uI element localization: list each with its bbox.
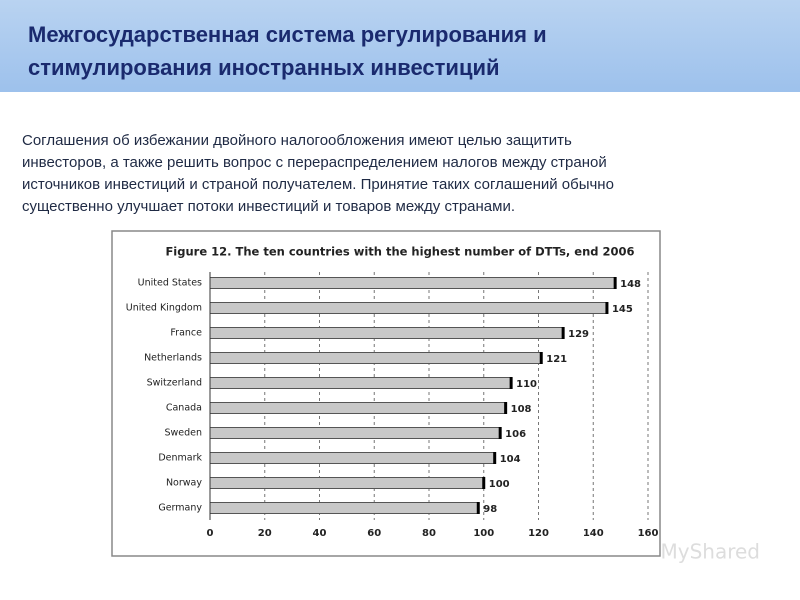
bar [209,277,616,289]
bar [209,452,496,464]
value-label: 121 [546,354,567,365]
value-label: 145 [612,304,633,315]
text-line: Соглашения об избежании двойного налогоо… [22,132,572,149]
paragraph: Соглашения об избежании двойного налогоо… [22,130,614,218]
value-label: 108 [511,404,532,415]
watermark: MyShared [660,540,760,564]
x-tick-label: 120 [528,528,549,539]
x-tick-label: 0 [207,528,214,539]
y-tick-label: Germany [158,503,202,514]
chart-title: Figure 12. The ten countries with the hi… [165,245,634,259]
y-tick-label: Netherlands [144,353,202,364]
value-label: 106 [505,429,526,440]
value-label: 100 [489,479,510,490]
slide-title: Межгосударственная система регулирования… [28,18,547,84]
bar [209,327,564,339]
y-tick-label: France [170,328,202,339]
header-band [0,0,800,92]
bar [209,352,542,364]
value-label: 104 [500,454,521,465]
bar [209,477,485,489]
value-label: 110 [516,379,537,390]
x-tick-label: 100 [473,528,494,539]
y-tick-label: Canada [166,403,202,414]
title-line: стимулирования иностранных инвестиций [28,55,500,80]
x-tick-label: 160 [638,528,659,539]
text-line: инвесторов, а также решить вопрос с пере… [22,154,607,171]
x-tick-label: 140 [583,528,604,539]
title-line: Межгосударственная система регулирования… [28,22,547,47]
value-label: 98 [483,504,497,515]
text-line: источников инвестиций и страной получате… [22,176,614,193]
y-tick-label: United Kingdom [126,303,202,314]
bar [209,302,608,314]
y-tick-label: Sweden [164,428,202,439]
y-tick-label: Denmark [158,453,202,464]
value-label: 129 [568,329,589,340]
bar [209,427,501,439]
y-tick-label: United States [138,278,202,289]
text-line: существенно улучшает потоки инвестиций и… [22,198,515,215]
x-tick-label: 60 [367,528,381,539]
value-label: 148 [620,279,641,290]
x-tick-label: 80 [422,528,436,539]
y-tick-label: Switzerland [147,378,202,389]
x-tick-label: 20 [258,528,272,539]
y-tick-label: Norway [166,478,202,489]
bar [209,377,512,389]
bar [209,502,479,514]
bar [209,402,507,414]
x-tick-label: 40 [313,528,327,539]
